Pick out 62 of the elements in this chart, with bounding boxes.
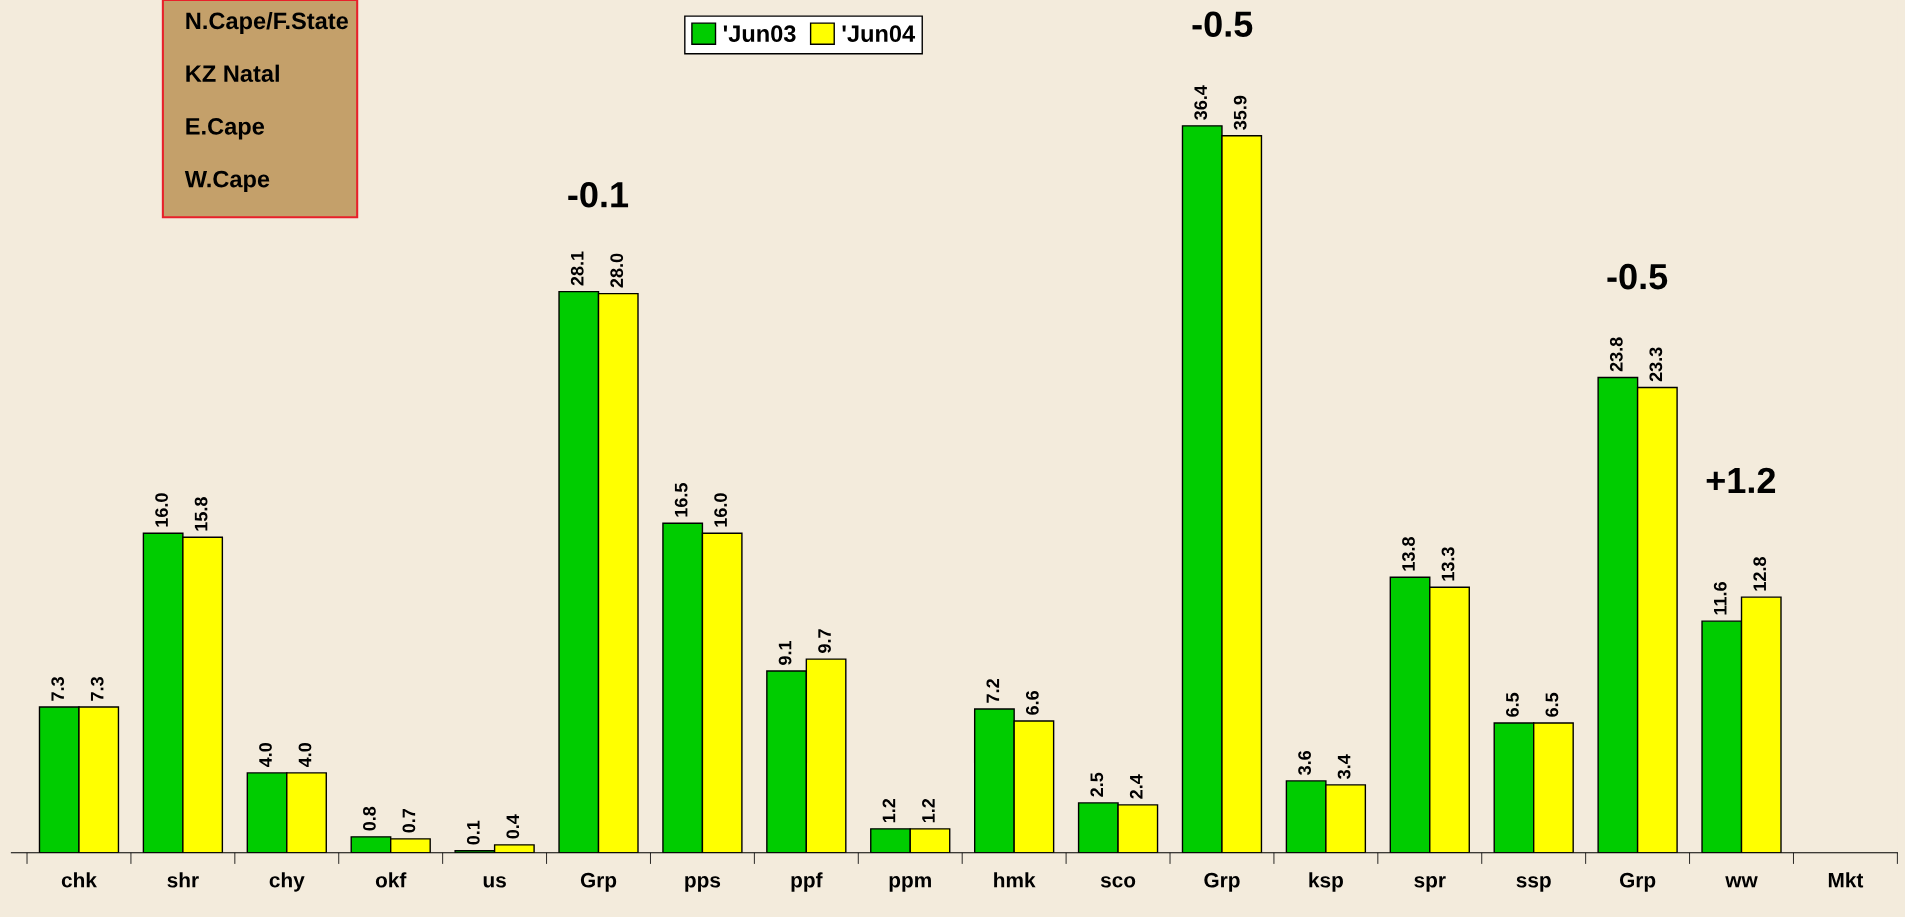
data-label: 6.5 bbox=[1506, 692, 1519, 717]
annotation: -0.5 bbox=[1192, 11, 1253, 37]
data-label: 0.8 bbox=[363, 806, 376, 831]
data-label: 13.8 bbox=[1402, 537, 1415, 571]
data-label: 1.2 bbox=[922, 798, 935, 823]
data-label: 28.0 bbox=[610, 253, 624, 288]
x-tick-label: chy bbox=[269, 872, 305, 892]
annotation: -0.5 bbox=[1607, 263, 1668, 290]
legend-label: 'Jun04 bbox=[842, 25, 916, 43]
annotation: +1.2 bbox=[1706, 467, 1776, 493]
x-tick-label: Grp bbox=[1204, 872, 1240, 892]
x-tick-label: ppf bbox=[791, 872, 823, 892]
annotation: E.Cape bbox=[186, 118, 265, 140]
x-tick-label: ppm bbox=[889, 876, 931, 892]
legend-label: 'Jun03 bbox=[723, 25, 796, 43]
data-label: 2.5 bbox=[1090, 772, 1104, 797]
data-label: 7.3 bbox=[90, 677, 104, 701]
data-label: 13.3 bbox=[1441, 547, 1455, 581]
data-label: 7.3 bbox=[51, 677, 65, 701]
x-tick-label: shr bbox=[167, 872, 199, 888]
data-label: 0.7 bbox=[402, 808, 416, 833]
x-tick-label: hmk bbox=[994, 872, 1036, 888]
x-tick-label: ksp bbox=[1309, 872, 1343, 892]
annotation: N.Cape/F.State bbox=[186, 11, 348, 34]
data-label: 16.0 bbox=[155, 493, 168, 527]
data-label: 16.0 bbox=[714, 493, 728, 527]
data-label: 0.4 bbox=[506, 814, 520, 839]
data-label: 23.8 bbox=[1609, 337, 1623, 372]
data-label: 6.6 bbox=[1025, 690, 1039, 715]
data-label: 3.4 bbox=[1337, 754, 1351, 779]
data-label: 7.2 bbox=[986, 679, 1000, 703]
data-label: 11.6 bbox=[1713, 582, 1727, 615]
x-tick-label: Grp bbox=[1619, 872, 1656, 892]
data-label: 12.8 bbox=[1753, 557, 1767, 591]
data-label: 2.4 bbox=[1129, 774, 1143, 799]
data-label: 35.9 bbox=[1233, 95, 1247, 130]
annotation: -0.1 bbox=[568, 181, 629, 208]
data-label: 9.1 bbox=[778, 640, 792, 665]
data-label: 23.3 bbox=[1649, 347, 1663, 382]
data-label: 0.1 bbox=[466, 820, 480, 845]
x-tick-label: ww bbox=[1725, 876, 1758, 888]
data-label: 1.2 bbox=[882, 798, 896, 823]
data-label: 9.7 bbox=[818, 629, 831, 653]
x-tick-label: sco bbox=[1100, 876, 1136, 888]
x-tick-label: us bbox=[483, 876, 506, 888]
x-tick-label: Grp bbox=[580, 872, 617, 892]
data-label: 15.8 bbox=[194, 497, 208, 531]
x-tick-label: pps bbox=[685, 876, 721, 892]
x-tick-label: spr bbox=[1414, 876, 1446, 892]
data-label: 16.5 bbox=[674, 483, 688, 517]
x-tick-label: chk bbox=[61, 872, 97, 888]
x-tick-label: ssp bbox=[1516, 876, 1551, 892]
data-label: 28.1 bbox=[570, 251, 584, 286]
annotation: W.Cape bbox=[184, 170, 270, 193]
data-label: 4.0 bbox=[298, 743, 312, 768]
x-tick-label: okf bbox=[375, 872, 407, 888]
x-tick-label: Mkt bbox=[1828, 872, 1864, 888]
data-label: 36.4 bbox=[1194, 85, 1208, 120]
annotation: KZ Natal bbox=[186, 64, 279, 82]
data-label: 4.0 bbox=[259, 743, 272, 768]
data-label: 3.6 bbox=[1298, 750, 1312, 775]
data-label: 6.5 bbox=[1545, 692, 1559, 717]
